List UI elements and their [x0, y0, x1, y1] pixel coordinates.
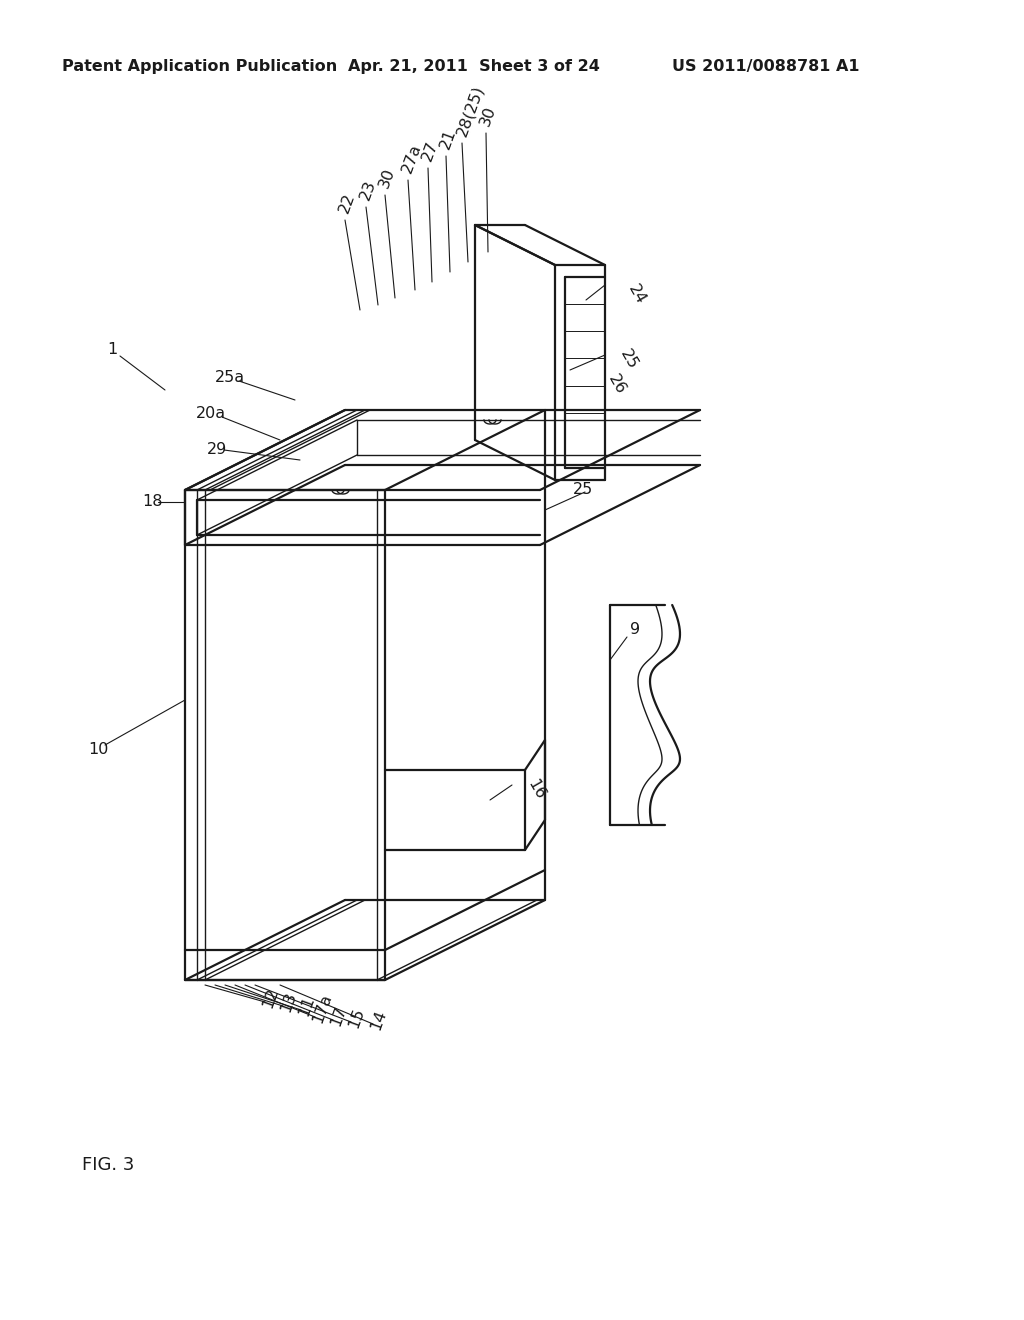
Text: 11: 11 [296, 994, 317, 1018]
Text: Apr. 21, 2011  Sheet 3 of 24: Apr. 21, 2011 Sheet 3 of 24 [348, 58, 600, 74]
Text: 21: 21 [438, 127, 459, 150]
Text: 25: 25 [617, 347, 640, 372]
Text: Patent Application Publication: Patent Application Publication [62, 58, 337, 74]
Text: 30: 30 [478, 104, 499, 128]
Text: 1: 1 [106, 342, 118, 358]
Text: 16: 16 [525, 777, 548, 803]
Text: 30: 30 [377, 166, 398, 190]
Text: 17a: 17a [310, 991, 335, 1026]
Text: 9: 9 [630, 623, 640, 638]
Text: 23: 23 [358, 178, 379, 202]
Text: 29: 29 [207, 442, 227, 458]
Text: US 2011/0088781 A1: US 2011/0088781 A1 [672, 58, 859, 74]
Text: 10: 10 [88, 742, 109, 758]
Text: 27: 27 [420, 139, 441, 162]
Text: 13: 13 [278, 990, 299, 1014]
Text: 24: 24 [625, 282, 648, 308]
Text: 18: 18 [142, 495, 163, 510]
Text: 17: 17 [328, 1003, 349, 1028]
Text: 27a: 27a [400, 141, 424, 176]
Text: 14: 14 [368, 1007, 389, 1032]
Text: 25: 25 [573, 483, 593, 498]
Text: 12: 12 [260, 986, 281, 1010]
Text: 25a: 25a [215, 371, 245, 385]
Text: 26: 26 [605, 372, 628, 397]
Text: 15: 15 [346, 1006, 367, 1030]
Text: 28(25): 28(25) [454, 83, 486, 139]
Text: 22: 22 [337, 191, 358, 215]
Text: 20a: 20a [196, 405, 226, 421]
Text: FIG. 3: FIG. 3 [82, 1156, 134, 1173]
